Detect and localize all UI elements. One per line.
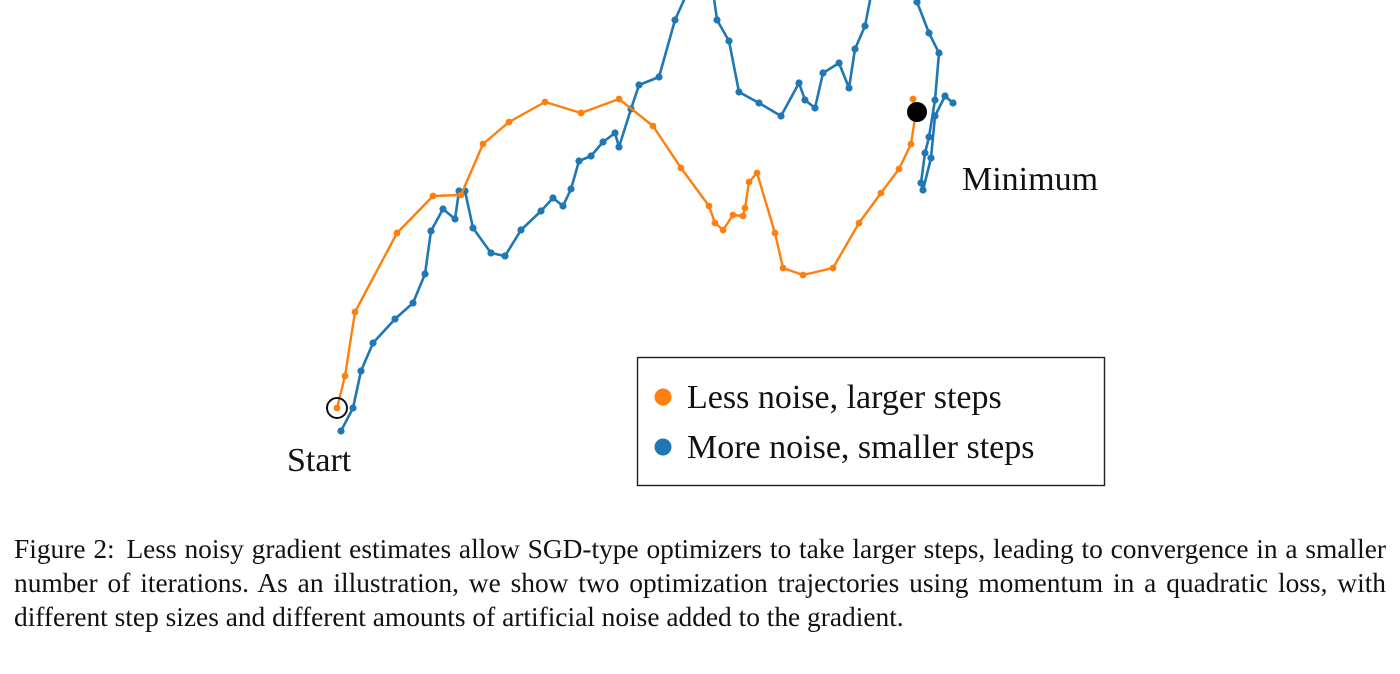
trajectory-point-less-noise — [739, 212, 747, 220]
trajectory-point-more-noise — [725, 37, 733, 45]
trajectory-point-more-noise — [845, 84, 853, 92]
trajectory-point-more-noise — [439, 205, 447, 213]
trajectory-point-less-noise — [541, 98, 549, 106]
trajectory-point-more-noise — [469, 224, 477, 232]
legend-swatch-more-noise — [654, 438, 672, 456]
trajectory-point-more-noise — [615, 143, 623, 151]
legend-frame — [636, 356, 1106, 487]
trajectory-point-less-noise — [393, 229, 401, 237]
trajectory-point-less-noise — [333, 404, 341, 412]
trajectory-point-more-noise — [935, 49, 943, 57]
trajectory-point-more-noise — [735, 88, 743, 96]
trajectory-point-more-noise — [559, 202, 567, 210]
trajectory-point-more-noise — [931, 96, 939, 104]
trajectory-point-more-noise — [835, 59, 843, 67]
trajectory-point-more-noise — [337, 427, 345, 435]
trajectory-point-less-noise — [615, 95, 623, 103]
trajectory-point-more-noise — [913, 0, 921, 6]
trajectory-point-less-noise — [753, 169, 761, 177]
trajectory-point-less-noise — [779, 264, 787, 272]
trajectory-point-more-noise — [755, 99, 763, 107]
trajectory-point-more-noise — [501, 252, 509, 260]
trajectory-point-more-noise — [451, 215, 459, 223]
trajectory-point-less-noise — [771, 229, 779, 237]
trajectory-point-less-noise — [719, 226, 727, 234]
trajectory-point-less-noise — [457, 191, 465, 199]
trajectory-point-more-noise — [861, 22, 869, 30]
trajectory-point-more-noise — [409, 299, 417, 307]
trajectory-point-more-noise — [517, 226, 525, 234]
trajectory-point-more-noise — [575, 157, 583, 165]
trajectory-point-more-noise — [941, 92, 949, 100]
trajectory-point-more-noise — [921, 149, 929, 157]
trajectory-point-less-noise — [711, 219, 719, 227]
trajectory-point-more-noise — [925, 29, 933, 37]
trajectory-point-more-noise — [927, 154, 935, 162]
trajectory-point-more-noise — [777, 112, 785, 120]
trajectory-point-less-noise — [877, 189, 885, 197]
trajectory-point-less-noise — [907, 140, 915, 148]
trajectory-point-more-noise — [925, 133, 933, 141]
trajectory-point-more-noise — [713, 16, 721, 24]
trajectory-point-more-noise — [611, 129, 619, 137]
caption-text: Less noisy gradient estimates allow SGD-… — [14, 534, 1386, 632]
trajectory-point-less-noise — [729, 211, 737, 219]
trajectory-point-more-noise — [917, 179, 925, 187]
trajectory-point-less-noise — [351, 308, 359, 316]
figure: Start Minimum Less noise, larger steps M… — [287, 0, 1106, 487]
trajectory-point-more-noise — [487, 249, 495, 257]
trajectory-point-less-noise — [745, 178, 753, 186]
trajectory-point-less-noise — [855, 219, 863, 227]
trajectory-point-more-noise — [851, 45, 859, 53]
trajectory-point-less-noise — [341, 372, 349, 380]
trajectory-point-more-noise — [549, 194, 557, 202]
trajectory-point-less-noise — [705, 202, 713, 210]
start-label: Start — [287, 442, 352, 479]
trajectory-point-more-noise — [931, 112, 939, 120]
trajectory-point-more-noise — [919, 186, 927, 194]
trajectory-point-more-noise — [671, 16, 679, 24]
trajectory-point-more-noise — [795, 79, 803, 87]
trajectory-point-less-noise — [479, 140, 487, 148]
minimum-marker — [907, 102, 927, 122]
trajectory-point-less-noise — [577, 109, 585, 117]
trajectory-point-more-noise — [587, 152, 595, 160]
legend-swatch-less-noise — [654, 388, 672, 406]
marker-layer — [326, 102, 927, 419]
trajectory-point-more-noise — [349, 404, 357, 412]
start-marker — [326, 397, 348, 419]
trajectory-point-less-noise — [505, 118, 513, 126]
trajectory-point-more-noise — [357, 367, 365, 375]
trajectory-point-more-noise — [567, 185, 575, 193]
caption-label: Figure 2: — [14, 534, 115, 564]
trajectory-point-more-noise — [655, 73, 663, 81]
trajectory-point-less-noise — [799, 271, 807, 279]
trajectory-point-more-noise — [427, 227, 435, 235]
series-layer — [333, 0, 957, 435]
trajectory-point-less-noise — [829, 264, 837, 272]
trajectory-point-less-noise — [741, 204, 749, 212]
legend: Less noise, larger steps More noise, sma… — [636, 356, 1106, 487]
trajectory-point-more-noise — [949, 99, 957, 107]
trajectory-point-more-noise — [635, 81, 643, 89]
trajectory-point-more-noise — [537, 207, 545, 215]
trajectory-plot: Start Minimum Less noise, larger steps M… — [287, 0, 1106, 487]
figure-caption: Figure 2: Less noisy gradient estimates … — [14, 532, 1386, 634]
trajectory-point-less-noise — [895, 165, 903, 173]
trajectory-point-more-noise — [811, 104, 819, 112]
minimum-label: Minimum — [962, 161, 1098, 198]
trajectory-point-less-noise — [909, 95, 917, 103]
trajectory-point-more-noise — [369, 339, 377, 347]
legend-label-more-noise: More noise, smaller steps — [687, 429, 1035, 466]
legend-label-less-noise: Less noise, larger steps — [687, 379, 1002, 416]
trajectory-point-less-noise — [677, 164, 685, 172]
trajectory-point-less-noise — [429, 192, 437, 200]
trajectory-point-more-noise — [421, 270, 429, 278]
trajectory-point-less-noise — [649, 122, 657, 130]
trajectory-point-more-noise — [801, 96, 809, 104]
trajectory-point-more-noise — [391, 315, 399, 323]
trajectory-point-more-noise — [819, 69, 827, 77]
trajectory-point-more-noise — [599, 138, 607, 146]
